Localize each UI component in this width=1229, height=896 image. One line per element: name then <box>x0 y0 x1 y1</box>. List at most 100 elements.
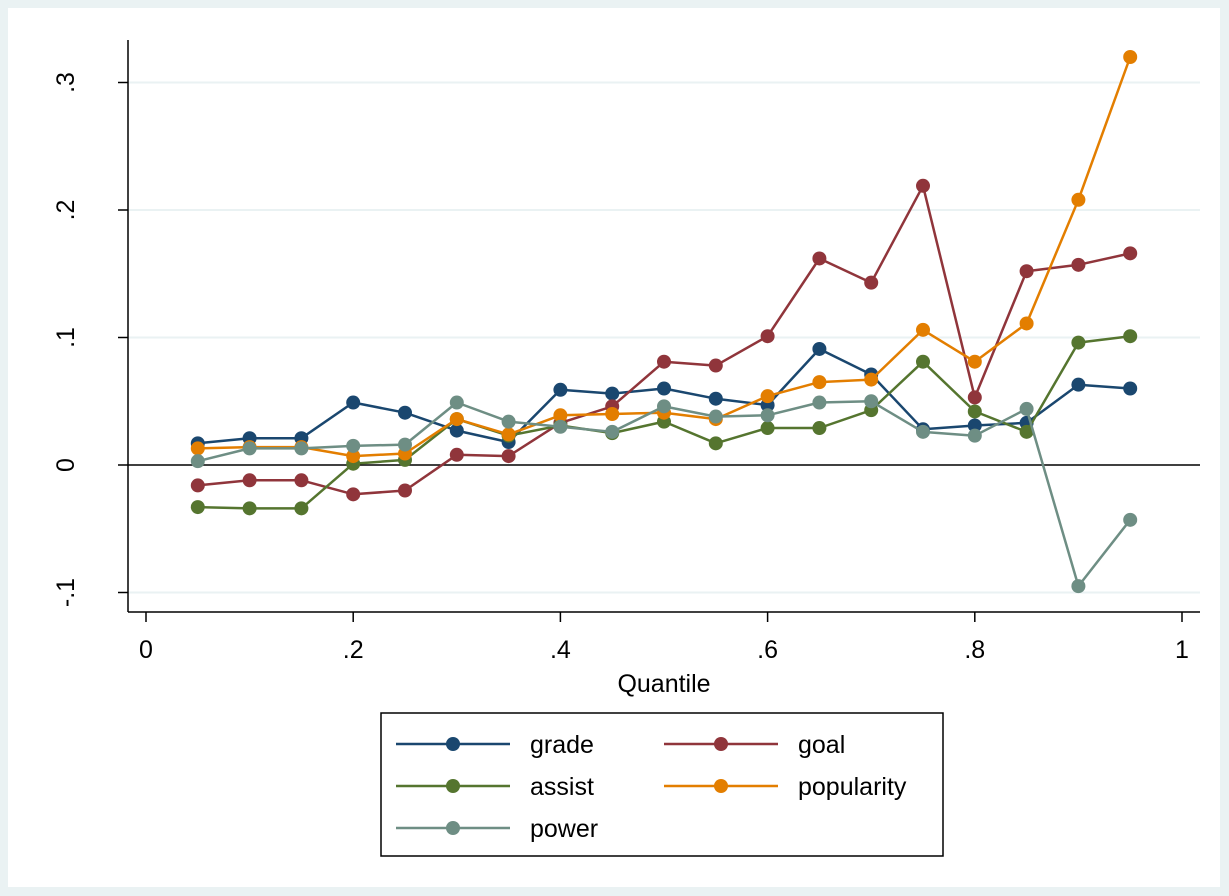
data-point-popularity <box>553 408 568 423</box>
data-point-power <box>449 395 464 410</box>
data-point-grade <box>967 418 982 433</box>
data-point-grade <box>449 423 464 438</box>
data-point-power <box>398 437 412 452</box>
x-tick-label: .4 <box>550 636 571 664</box>
legend-label-popularity: popularity <box>798 773 907 801</box>
legend-label-goal: goal <box>798 731 845 759</box>
x-tick-label: .8 <box>964 636 985 664</box>
data-point-goal <box>1071 257 1086 272</box>
data-point-popularity <box>916 322 930 337</box>
data-point-assist <box>812 421 827 436</box>
data-point-power <box>346 438 361 453</box>
data-point-popularity <box>1123 50 1138 64</box>
y-tick-label: -.1 <box>52 578 80 607</box>
data-point-assist <box>190 500 205 515</box>
data-point-assist <box>294 501 309 516</box>
data-point-popularity <box>501 427 516 442</box>
data-point-popularity <box>449 412 464 427</box>
data-point-popularity <box>760 389 775 404</box>
data-point-popularity <box>1019 316 1034 331</box>
data-point-assist <box>1071 335 1086 350</box>
data-point-power <box>1123 512 1138 527</box>
legend-marker-grade <box>446 737 460 751</box>
data-point-popularity <box>190 441 205 456</box>
data-point-assist <box>1019 424 1034 439</box>
data-point-goal <box>657 354 671 369</box>
data-point-assist <box>916 354 930 369</box>
data-point-goal <box>242 473 257 488</box>
data-point-goal <box>190 478 205 493</box>
data-point-power <box>1071 579 1086 594</box>
data-point-power <box>501 414 516 429</box>
y-tick-label: 0 <box>52 458 80 472</box>
y-tick-label: .1 <box>52 327 80 348</box>
data-point-goal <box>449 447 464 462</box>
data-point-goal <box>346 487 361 502</box>
data-point-assist <box>708 436 723 451</box>
gridlines <box>128 81 1200 594</box>
legend-label-assist: assist <box>530 773 594 801</box>
legend-marker-power <box>446 821 460 835</box>
data-point-popularity <box>967 354 982 369</box>
data-point-grade <box>553 382 568 397</box>
data-point-popularity <box>864 372 879 387</box>
data-point-power <box>242 441 257 456</box>
data-point-assist <box>967 404 982 419</box>
data-point-goal <box>294 473 309 488</box>
legend-marker-assist <box>446 779 460 793</box>
data-point-goal <box>864 275 879 290</box>
data-point-popularity <box>346 449 361 464</box>
data-point-popularity <box>1071 192 1086 207</box>
legend: grade goal assist popularity power <box>380 712 944 857</box>
legend-label-power: power <box>530 815 598 843</box>
data-point-goal <box>501 449 516 464</box>
legend-box <box>380 712 944 857</box>
data-point-grade <box>657 381 671 396</box>
data-point-grade <box>398 405 412 420</box>
legend-marker-goal <box>714 737 728 751</box>
data-point-power <box>605 424 620 439</box>
data-point-goal <box>916 178 930 193</box>
legend-marker-popularity <box>714 779 728 793</box>
data-point-power <box>916 424 930 439</box>
data-point-goal <box>398 483 412 498</box>
data-point-assist <box>242 501 257 516</box>
data-point-assist <box>1123 329 1138 344</box>
x-axis-title: Quantile <box>617 670 710 698</box>
data-point-power <box>294 441 309 456</box>
data-point-goal <box>1123 246 1138 261</box>
data-point-power <box>967 428 982 443</box>
y-tick-label: .2 <box>52 200 80 221</box>
data-point-power <box>812 395 827 410</box>
data-series <box>190 50 1138 594</box>
data-point-assist <box>760 421 775 436</box>
x-tick-label: .2 <box>343 636 364 664</box>
y-tick-label: .3 <box>52 72 80 93</box>
legend-label-grade: grade <box>530 731 594 759</box>
data-point-popularity <box>605 407 620 421</box>
data-point-goal <box>760 329 775 344</box>
data-point-popularity <box>812 375 827 390</box>
data-point-goal <box>708 358 723 373</box>
x-tick-label: .6 <box>757 636 778 664</box>
axes: -.1 0 .1 .2 .3 0 .2 .4 .6 .8 1 <box>52 40 1200 664</box>
data-point-power <box>708 409 723 424</box>
data-point-power <box>760 408 775 423</box>
data-point-grade <box>1071 377 1086 392</box>
data-point-power <box>657 399 671 414</box>
data-point-goal <box>812 251 827 266</box>
data-point-grade <box>1123 381 1138 396</box>
data-point-goal <box>967 390 982 405</box>
data-point-goal <box>1019 264 1034 279</box>
data-point-power <box>1019 401 1034 416</box>
data-point-power <box>190 454 205 469</box>
data-point-power <box>553 419 568 434</box>
data-point-grade <box>812 341 827 356</box>
data-point-grade <box>708 391 723 406</box>
data-point-power <box>864 394 879 409</box>
x-tick-label: 1 <box>1175 636 1189 664</box>
x-tick-label: 0 <box>139 636 153 664</box>
data-point-grade <box>605 386 620 401</box>
data-point-grade <box>346 395 361 410</box>
